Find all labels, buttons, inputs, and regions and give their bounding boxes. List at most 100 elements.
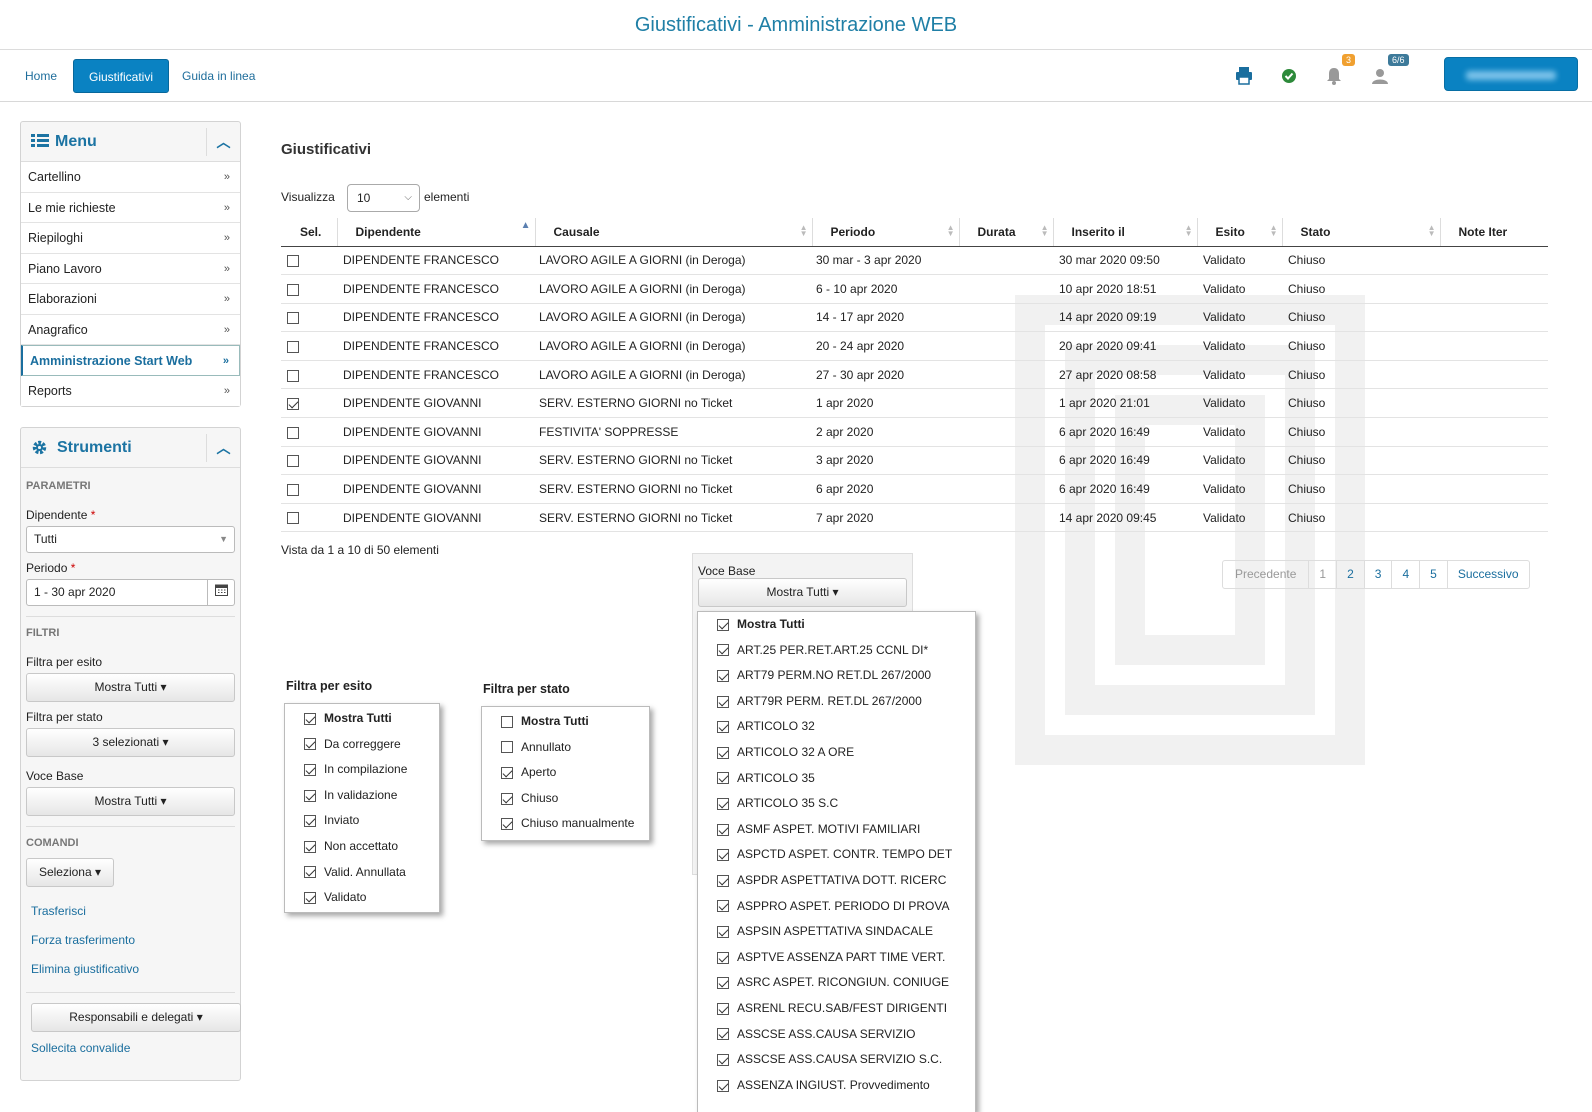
table-row[interactable]: DIPENDENTE GIOVANNI SERV. ESTERNO GIORNI … — [281, 388, 1548, 419]
filter-option[interactable]: ASPPRO ASPET. PERIODO DI PROVA — [698, 894, 975, 920]
filter-option[interactable]: ASMF ASPET. MOTIVI FAMILIARI — [698, 817, 975, 843]
page-1[interactable]: 1 — [1309, 561, 1338, 588]
col-causale[interactable]: Causale ▲ ▼ — [535, 218, 813, 247]
row-checkbox[interactable] — [287, 512, 299, 525]
row-checkbox[interactable] — [287, 369, 299, 382]
next-page-button[interactable]: Successivo — [1457, 567, 1519, 581]
option-checkbox[interactable] — [304, 840, 316, 853]
filter-option[interactable]: ART79 PERM.NO RET.DL 267/2000 — [698, 663, 975, 689]
filter-option[interactable]: Chiuso manualmente — [482, 811, 649, 837]
row-checkbox[interactable] — [287, 340, 299, 353]
sollecita-link[interactable]: Sollecita convalide — [31, 1041, 131, 1055]
responsabili-dropdown[interactable]: Responsabili e delegati ▾ — [31, 1003, 241, 1032]
filter-option[interactable]: Validato — [285, 885, 439, 911]
row-checkbox[interactable] — [287, 312, 299, 325]
filter-option[interactable]: ASPDR ASPETTATIVA DOTT. RICERC — [698, 868, 975, 894]
option-checkbox[interactable] — [501, 767, 513, 780]
table-row[interactable]: DIPENDENTE GIOVANNI SERV. ESTERNO GIORNI … — [281, 503, 1548, 533]
filter-option[interactable]: Mostra Tutti — [698, 612, 975, 638]
option-checkbox[interactable] — [717, 746, 729, 759]
option-checkbox[interactable] — [717, 721, 729, 734]
option-checkbox[interactable] — [717, 1028, 729, 1041]
table-row[interactable]: DIPENDENTE GIOVANNI FESTIVITA' SOPPRESSE 2… — [281, 417, 1548, 447]
filter-option[interactable]: ART.25 PER.RET.ART.25 CCNL DI* — [698, 638, 975, 664]
option-checkbox[interactable] — [717, 977, 729, 990]
option-checkbox[interactable] — [304, 789, 316, 802]
esito-dropdown[interactable]: Mostra Tutti ▾ — [26, 673, 235, 702]
filter-option[interactable]: ARTICOLO 32 A ORE — [698, 740, 975, 766]
user-menu-button[interactable] — [1444, 57, 1578, 91]
row-checkbox[interactable] — [287, 455, 299, 468]
option-checkbox[interactable] — [717, 1053, 729, 1066]
filter-option[interactable]: Non accettato — [285, 834, 439, 860]
row-checkbox[interactable] — [287, 283, 299, 296]
option-checkbox[interactable] — [717, 797, 729, 810]
filter-option[interactable]: ASRC ASPET. RICONGIUN. CONIUGE — [698, 970, 975, 996]
filter-option[interactable]: ART79R PERM. RET.DL 267/2000 — [698, 689, 975, 715]
forza-trasferimento-link[interactable]: Forza trasferimento — [31, 933, 136, 947]
option-checkbox[interactable] — [501, 818, 513, 831]
option-checkbox[interactable] — [717, 823, 729, 836]
option-checkbox[interactable] — [717, 644, 729, 657]
seleziona-dropdown[interactable]: Seleziona ▾ — [26, 858, 114, 887]
check-circle-icon[interactable] — [1277, 64, 1301, 88]
filter-option[interactable]: Aperto — [482, 760, 649, 786]
filter-option[interactable]: ARTICOLO 35 — [698, 766, 975, 792]
filter-option[interactable]: Da correggere — [285, 732, 439, 758]
collapse-tools-button[interactable]: ︿ — [206, 434, 240, 462]
table-row[interactable]: DIPENDENTE FRANCESCO LAVORO AGILE A GIORN… — [281, 246, 1548, 276]
table-row[interactable]: DIPENDENTE FRANCESCO LAVORO AGILE A GIORN… — [281, 274, 1548, 304]
row-checkbox[interactable] — [287, 398, 299, 411]
prev-page-button[interactable]: Precedente — [1223, 561, 1310, 588]
option-checkbox[interactable] — [304, 891, 316, 904]
dipendente-select[interactable]: Tutti ▼ — [26, 526, 235, 553]
filter-option[interactable]: ASPCTD ASPET. CONTR. TEMPO DET — [698, 842, 975, 868]
option-checkbox[interactable] — [304, 738, 316, 751]
filter-option[interactable]: ASPTVE ASSENZA PART TIME VERT. — [698, 945, 975, 971]
filter-option[interactable]: ASSCSE ASS.CAUSA SERVIZIO S.C. — [698, 1047, 975, 1073]
filter-option[interactable]: ASSENZA INGIUST. Provvedimento — [698, 1073, 975, 1099]
menu-item-riepiloghi[interactable]: Riepiloghi » — [21, 223, 240, 254]
option-checkbox[interactable] — [304, 764, 316, 777]
col-stato[interactable]: Stato ▲ ▼ — [1282, 218, 1441, 247]
option-checkbox[interactable] — [717, 951, 729, 964]
filter-option[interactable]: Valid. Annullata — [285, 860, 439, 886]
user-icon[interactable] — [1368, 64, 1392, 88]
filter-option[interactable]: In validazione — [285, 783, 439, 809]
option-checkbox[interactable] — [717, 849, 729, 862]
page-2[interactable]: 2 — [1337, 561, 1365, 588]
periodo-input[interactable]: 1 - 30 apr 2020 — [26, 579, 235, 606]
menu-item-richieste[interactable]: Le mie richieste » — [21, 192, 240, 223]
col-dipendente[interactable]: Dipendente ▲ — [337, 218, 536, 247]
filter-option[interactable]: ASRENL RECU.SAB/FEST DIRIGENTI — [698, 996, 975, 1022]
option-checkbox[interactable] — [717, 618, 729, 631]
voce-base-button[interactable]: Mostra Tutti ▾ — [698, 578, 907, 607]
filter-option[interactable]: Mostra Tutti — [482, 709, 649, 735]
menu-item-reports[interactable]: Reports » — [21, 375, 240, 406]
option-checkbox[interactable] — [717, 1002, 729, 1015]
collapse-menu-button[interactable]: ︿ — [206, 128, 240, 156]
option-checkbox[interactable] — [717, 925, 729, 938]
nav-guida[interactable]: Guida in linea — [182, 69, 256, 83]
page-4[interactable]: 4 — [1392, 561, 1421, 588]
filter-option[interactable]: Inviato — [285, 808, 439, 834]
option-checkbox[interactable] — [717, 874, 729, 887]
option-checkbox[interactable] — [717, 1079, 729, 1092]
trasferisci-link[interactable]: Trasferisci — [31, 904, 86, 918]
filter-option[interactable]: ARTICOLO 32 — [698, 714, 975, 740]
col-inserito[interactable]: Inserito il ▲ ▼ — [1053, 218, 1198, 247]
row-checkbox[interactable] — [287, 255, 299, 268]
option-checkbox[interactable] — [717, 670, 729, 683]
page-5[interactable]: 5 — [1420, 561, 1448, 588]
row-checkbox[interactable] — [287, 426, 299, 439]
page-size-select[interactable]: 10 ⌵ — [347, 184, 420, 212]
filter-option[interactable]: ARTICOLO 35 S.C — [698, 791, 975, 817]
option-checkbox[interactable] — [717, 772, 729, 785]
table-row[interactable]: DIPENDENTE FRANCESCO LAVORO AGILE A GIORN… — [281, 331, 1548, 361]
stato-dropdown[interactable]: 3 selezionati ▾ — [26, 728, 235, 757]
col-periodo[interactable]: Periodo ▲ ▼ — [812, 218, 960, 247]
elimina-link[interactable]: Elimina giustificativo — [31, 962, 140, 976]
option-checkbox[interactable] — [501, 715, 513, 728]
filter-option[interactable]: In compilazione — [285, 757, 439, 783]
filter-option[interactable]: Chiuso — [482, 786, 649, 812]
